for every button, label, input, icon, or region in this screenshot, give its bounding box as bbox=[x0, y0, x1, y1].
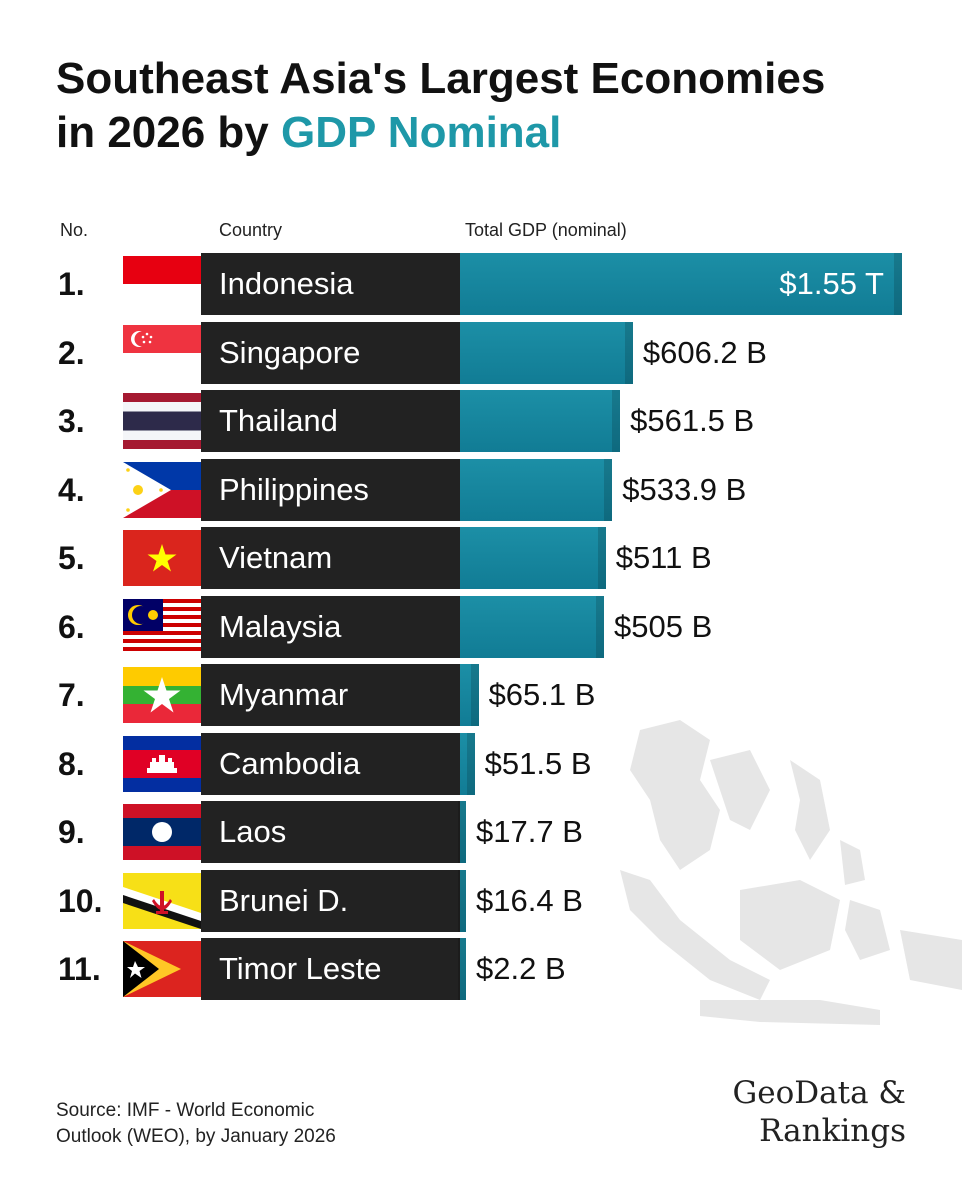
gdp-value-label: $65.1 B bbox=[488, 677, 596, 712]
cambodia-flag-icon bbox=[123, 735, 201, 792]
indonesia-flag-icon bbox=[123, 256, 201, 312]
gdp-bar bbox=[460, 253, 902, 315]
country-name: Singapore bbox=[219, 334, 361, 370]
rank-label: 7. bbox=[58, 677, 85, 713]
timor-leste-flag-icon bbox=[123, 941, 201, 997]
table-row: 7. Myanmar $65.1 B bbox=[0, 664, 962, 726]
table-row: 2. Singapore $606.2 B bbox=[0, 321, 962, 384]
title-line2-accent: GDP Nominal bbox=[281, 108, 562, 157]
brand-line1: GeoData & bbox=[732, 1075, 907, 1111]
country-cell: Vietnam bbox=[201, 527, 460, 589]
country-name: Vietnam bbox=[219, 540, 333, 575]
country-name: Indonesia bbox=[219, 266, 354, 301]
philippines-flag-icon bbox=[123, 461, 201, 518]
gdp-bar bbox=[458, 801, 466, 863]
rank-label: 1. bbox=[58, 266, 85, 302]
table-row: 1. Indonesia $1.55 T bbox=[0, 253, 962, 315]
gdp-bar bbox=[458, 938, 466, 1000]
table-row: 6. Malaysia $505 B bbox=[0, 595, 962, 658]
brand-line2: Rankings bbox=[759, 1113, 906, 1149]
gdp-bar bbox=[460, 390, 621, 452]
country-cell: Myanmar bbox=[201, 664, 460, 726]
header-no: No. bbox=[60, 220, 89, 240]
title-line2-prefix: in 2026 by bbox=[56, 108, 269, 157]
rank-label: 2. bbox=[58, 334, 85, 371]
gdp-bar bbox=[460, 321, 633, 384]
country-name: Timor Leste bbox=[219, 951, 382, 986]
chart-title: Southeast Asia's Largest Economies in 20… bbox=[56, 52, 825, 160]
country-cell: Cambodia bbox=[201, 732, 460, 795]
gdp-value-label: $17.7 B bbox=[476, 814, 583, 849]
gdp-value-label: $51.5 B bbox=[484, 745, 592, 781]
header-country: Country bbox=[219, 220, 283, 240]
myanmar-flag-icon bbox=[123, 667, 201, 723]
table-row: 8. Cambodia $51.5 B bbox=[0, 732, 962, 795]
rank-label: 11. bbox=[58, 951, 101, 987]
gdp-value-label: $606.2 B bbox=[642, 334, 767, 370]
country-name: Brunei D. bbox=[219, 882, 349, 918]
gdp-bar bbox=[460, 664, 479, 726]
table-row: 5. Vietnam $511 B bbox=[0, 527, 962, 589]
country-name: Malaysia bbox=[219, 608, 342, 644]
country-name: Laos bbox=[219, 814, 287, 849]
brand-logo: GeoData & Rankings bbox=[733, 1074, 907, 1150]
table-row: 4. Philippines $533.9 B bbox=[0, 458, 962, 521]
rank-label: 9. bbox=[58, 814, 85, 850]
gdp-bar bbox=[460, 527, 606, 589]
gdp-value-label: $1.55 T bbox=[779, 266, 884, 301]
table-row: 3. Thailand $561.5 B bbox=[0, 390, 962, 452]
gdp-value-label: $2.2 B bbox=[476, 951, 566, 986]
source-note: Source: IMF - World Economic Outlook (WE… bbox=[56, 1098, 336, 1150]
country-cell: Laos bbox=[201, 801, 460, 863]
source-line1: Source: IMF - World Economic bbox=[56, 1100, 315, 1121]
rank-label: 8. bbox=[58, 745, 85, 782]
laos-flag-icon bbox=[123, 804, 201, 860]
gdp-value-label: $511 B bbox=[615, 540, 712, 575]
country-cell: Timor Leste bbox=[201, 938, 460, 1000]
rank-label: 5. bbox=[58, 540, 85, 576]
table-row: 11. Timor Leste $2.2 B bbox=[0, 938, 962, 1000]
country-cell: Indonesia bbox=[201, 253, 460, 315]
country-name: Myanmar bbox=[219, 677, 349, 712]
country-cell: Thailand bbox=[201, 390, 460, 452]
table-row: 9. Laos $17.7 B bbox=[0, 801, 962, 863]
brunei-flag-icon bbox=[123, 872, 201, 929]
southeast-asia-map-icon bbox=[620, 720, 962, 1025]
title-line1: Southeast Asia's Largest Economies bbox=[56, 54, 826, 103]
gdp-value-label: $505 B bbox=[614, 608, 713, 644]
gdp-value-label: $561.5 B bbox=[630, 403, 755, 438]
country-cell: Malaysia bbox=[201, 595, 460, 658]
country-cell: Brunei D. bbox=[201, 869, 460, 932]
malaysia-flag-icon bbox=[123, 598, 201, 655]
table-row: 10. Brunei D. $16.4 B bbox=[0, 869, 962, 932]
vietnam-flag-icon bbox=[123, 530, 201, 586]
rank-label: 10. bbox=[58, 882, 103, 919]
gdp-bar bbox=[460, 732, 475, 795]
gdp-bar bbox=[460, 595, 604, 658]
gdp-value-label: $533.9 B bbox=[622, 471, 747, 507]
country-name: Cambodia bbox=[219, 745, 361, 781]
country-name: Philippines bbox=[219, 471, 369, 507]
rank-label: 3. bbox=[58, 403, 85, 439]
country-cell: Singapore bbox=[201, 321, 460, 384]
rank-label: 4. bbox=[58, 471, 85, 508]
country-cell: Philippines bbox=[201, 458, 460, 521]
gdp-bar bbox=[460, 458, 613, 521]
header-gdp: Total GDP (nominal) bbox=[465, 220, 627, 240]
source-line2: Outlook (WEO), by January 2026 bbox=[56, 1126, 336, 1147]
thailand-flag-icon bbox=[123, 393, 201, 449]
gdp-value-label: $16.4 B bbox=[476, 882, 583, 918]
singapore-flag-icon bbox=[123, 324, 201, 381]
rank-label: 6. bbox=[58, 608, 85, 645]
country-name: Thailand bbox=[219, 403, 338, 438]
gdp-bar bbox=[458, 869, 466, 932]
